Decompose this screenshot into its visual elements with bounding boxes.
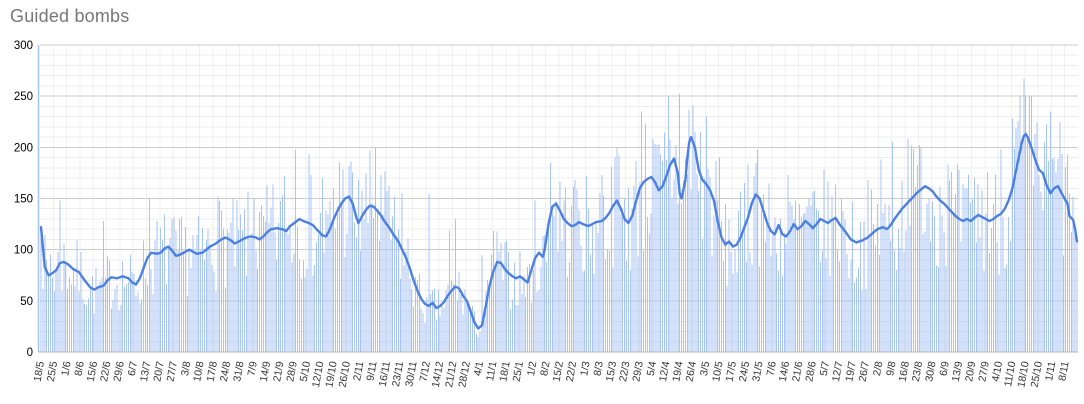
svg-text:27/7: 27/7	[165, 360, 180, 382]
svg-text:14/6: 14/6	[777, 360, 792, 382]
svg-text:28/12: 28/12	[456, 360, 472, 388]
svg-text:8/3: 8/3	[592, 360, 606, 377]
svg-text:50: 50	[20, 296, 33, 308]
svg-text:9/11: 9/11	[364, 360, 379, 382]
svg-text:21/12: 21/12	[443, 360, 459, 388]
svg-text:100: 100	[14, 245, 33, 257]
svg-text:11/1: 11/1	[484, 360, 499, 382]
svg-text:3/5: 3/5	[698, 360, 712, 377]
y-gridlines-major	[40, 44, 1078, 302]
svg-text:30/8: 30/8	[923, 360, 938, 382]
svg-text:17/5: 17/5	[724, 360, 739, 382]
y-axis-labels: 0 50 100 150 200 250 300	[14, 40, 33, 359]
svg-text:15/2: 15/2	[551, 360, 566, 382]
svg-text:19/10: 19/10	[323, 360, 339, 388]
svg-text:8/6: 8/6	[73, 360, 87, 377]
svg-text:22/2: 22/2	[564, 360, 579, 382]
svg-text:28/9: 28/9	[284, 360, 299, 382]
svg-text:13/7: 13/7	[138, 360, 153, 382]
svg-text:21/6: 21/6	[790, 360, 805, 382]
svg-text:2/8: 2/8	[871, 360, 885, 377]
svg-text:200: 200	[14, 142, 33, 154]
svg-text:14/9: 14/9	[258, 360, 273, 382]
svg-text:18/1: 18/1	[497, 360, 512, 382]
x-axis-labels: 18/525/51/68/615/622/629/66/713/720/727/…	[32, 360, 1072, 388]
svg-text:18/5: 18/5	[32, 360, 47, 382]
svg-text:16/8: 16/8	[897, 360, 912, 382]
svg-text:8/11: 8/11	[1056, 360, 1071, 382]
svg-text:300: 300	[14, 40, 33, 52]
svg-text:29/3: 29/3	[630, 360, 645, 382]
svg-text:5/4: 5/4	[645, 360, 659, 377]
svg-text:9/8: 9/8	[884, 360, 898, 377]
svg-text:5/7: 5/7	[818, 360, 832, 377]
svg-text:4/10: 4/10	[990, 360, 1005, 382]
svg-text:1/11: 1/11	[1043, 360, 1058, 382]
svg-text:12/4: 12/4	[657, 360, 672, 382]
svg-text:19/4: 19/4	[670, 360, 685, 382]
svg-text:6/9: 6/9	[938, 360, 952, 377]
svg-text:24/8: 24/8	[218, 360, 233, 382]
svg-text:10/5: 10/5	[710, 360, 725, 382]
svg-text:11/10: 11/10	[1002, 360, 1018, 387]
svg-text:7/9: 7/9	[246, 360, 260, 377]
svg-text:26/10: 26/10	[337, 360, 353, 388]
svg-text:8/2: 8/2	[538, 360, 552, 377]
svg-text:13/9: 13/9	[950, 360, 965, 382]
svg-text:25/1: 25/1	[511, 360, 526, 382]
svg-text:1/3: 1/3	[578, 360, 592, 377]
svg-text:25/10: 25/10	[1029, 360, 1045, 388]
bars-series	[40, 78, 1078, 352]
svg-text:30/11: 30/11	[403, 360, 419, 387]
svg-text:0: 0	[27, 347, 33, 359]
svg-text:29/6: 29/6	[111, 360, 126, 382]
svg-text:7/12: 7/12	[418, 360, 433, 382]
svg-text:14/12: 14/12	[430, 360, 446, 388]
svg-text:15/3: 15/3	[604, 360, 619, 382]
svg-text:18/10: 18/10	[1015, 360, 1031, 388]
svg-text:12/7: 12/7	[830, 360, 845, 382]
svg-text:5/10: 5/10	[298, 360, 313, 382]
svg-text:6/7: 6/7	[126, 360, 140, 377]
svg-text:24/5: 24/5	[737, 360, 752, 382]
svg-text:15/6: 15/6	[85, 360, 100, 382]
svg-text:22/6: 22/6	[98, 360, 113, 382]
svg-text:21/9: 21/9	[271, 360, 286, 382]
svg-text:25/5: 25/5	[45, 360, 60, 382]
svg-text:17/8: 17/8	[205, 360, 220, 382]
svg-text:19/7: 19/7	[843, 360, 858, 382]
svg-text:20/7: 20/7	[151, 360, 166, 382]
svg-text:12/10: 12/10	[310, 360, 326, 388]
moving-average-line	[39, 132, 1079, 330]
svg-text:31/5: 31/5	[750, 360, 765, 382]
svg-text:16/11: 16/11	[377, 360, 393, 387]
y-gridlines-minor	[40, 54, 1078, 343]
svg-text:1/2: 1/2	[525, 360, 539, 377]
svg-text:26/4: 26/4	[684, 360, 699, 382]
svg-text:31/8: 31/8	[231, 360, 246, 382]
svg-text:23/8: 23/8	[910, 360, 925, 382]
svg-text:250: 250	[14, 91, 33, 103]
svg-text:27/9: 27/9	[976, 360, 991, 382]
svg-text:22/3: 22/3	[617, 360, 632, 382]
chart-title: Guided bombs	[10, 6, 130, 26]
svg-text:28/6: 28/6	[803, 360, 818, 382]
svg-text:4/1: 4/1	[472, 360, 486, 377]
svg-text:150: 150	[14, 194, 33, 206]
svg-text:3/8: 3/8	[179, 360, 193, 377]
svg-text:23/11: 23/11	[390, 360, 406, 387]
svg-text:10/8: 10/8	[191, 360, 206, 382]
svg-text:7/6: 7/6	[765, 360, 779, 377]
svg-text:20/9: 20/9	[963, 360, 978, 382]
svg-text:1/6: 1/6	[59, 360, 73, 377]
svg-text:2/11: 2/11	[351, 360, 366, 382]
svg-text:26/7: 26/7	[857, 360, 872, 382]
